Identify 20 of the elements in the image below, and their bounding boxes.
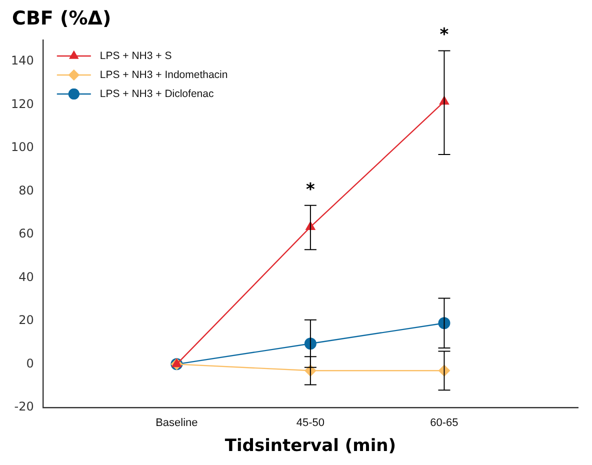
legend-label: LPS + NH3 + Diclofenac	[100, 88, 214, 100]
y-tick-label: 120	[11, 96, 34, 111]
point	[171, 358, 182, 368]
y-tick-label: 80	[18, 183, 34, 198]
legend-label: LPS + NH3 + Indomethacin	[100, 68, 228, 81]
y-tick-label: 40	[18, 270, 34, 284]
y-tick-label: 100	[11, 140, 34, 154]
y-tick-label: 60	[18, 226, 34, 241]
annotation: *	[306, 180, 316, 200]
y-axis-title: CBF (%Δ)	[12, 7, 112, 30]
annotation: *	[440, 25, 449, 46]
x-tick-label: 60-65	[430, 417, 458, 430]
x-tick-label: Baseline	[156, 417, 198, 430]
y-tick-label: 20	[18, 313, 34, 328]
x-tick-label: 45-50	[296, 417, 325, 430]
y-tick-label: -20	[14, 400, 34, 414]
legend-label: LPS + NH3 + S	[100, 50, 172, 62]
y-tick-label: 140	[11, 54, 34, 68]
x-axis-title: Tidsinterval (min)	[224, 436, 396, 456]
y-tick-label: 0	[26, 356, 34, 370]
